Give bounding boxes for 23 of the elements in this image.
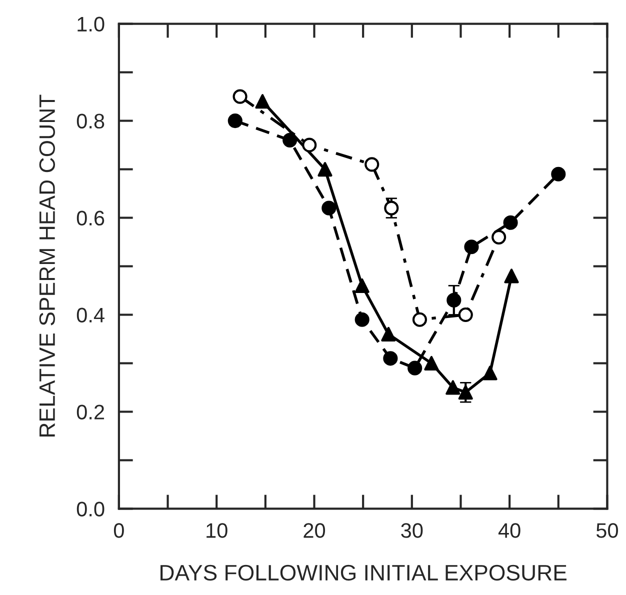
point	[381, 326, 396, 342]
x-tick-label: 40	[498, 523, 520, 538]
point	[482, 366, 498, 380]
point	[458, 385, 473, 400]
point	[255, 94, 270, 109]
y-axis-title: RELATIVE SPERM HEAD COUNT	[39, 94, 56, 436]
y-tick-label: 1.0	[78, 16, 104, 32]
point	[424, 356, 439, 371]
x-tick-label: 30	[401, 523, 423, 538]
x-tick-label: 0	[114, 523, 124, 538]
y-tick-label: 0.6	[76, 210, 104, 226]
y-tick-label: 0.8	[76, 114, 104, 129]
point	[318, 162, 332, 177]
y-tick-label: 0.0	[76, 502, 104, 516]
x-tick-label: 50	[596, 523, 618, 538]
x-tick-label: 20	[304, 523, 326, 538]
y-tick-label: 0.4	[76, 308, 104, 323]
x-tick-label: 10	[206, 523, 228, 538]
x-axis-title: DAYS FOLLOWING INITIAL EXPOSURE	[160, 564, 566, 581]
point	[446, 380, 460, 395]
point	[354, 278, 370, 293]
point	[504, 268, 519, 284]
y-tick-label: 0.2	[76, 404, 104, 420]
